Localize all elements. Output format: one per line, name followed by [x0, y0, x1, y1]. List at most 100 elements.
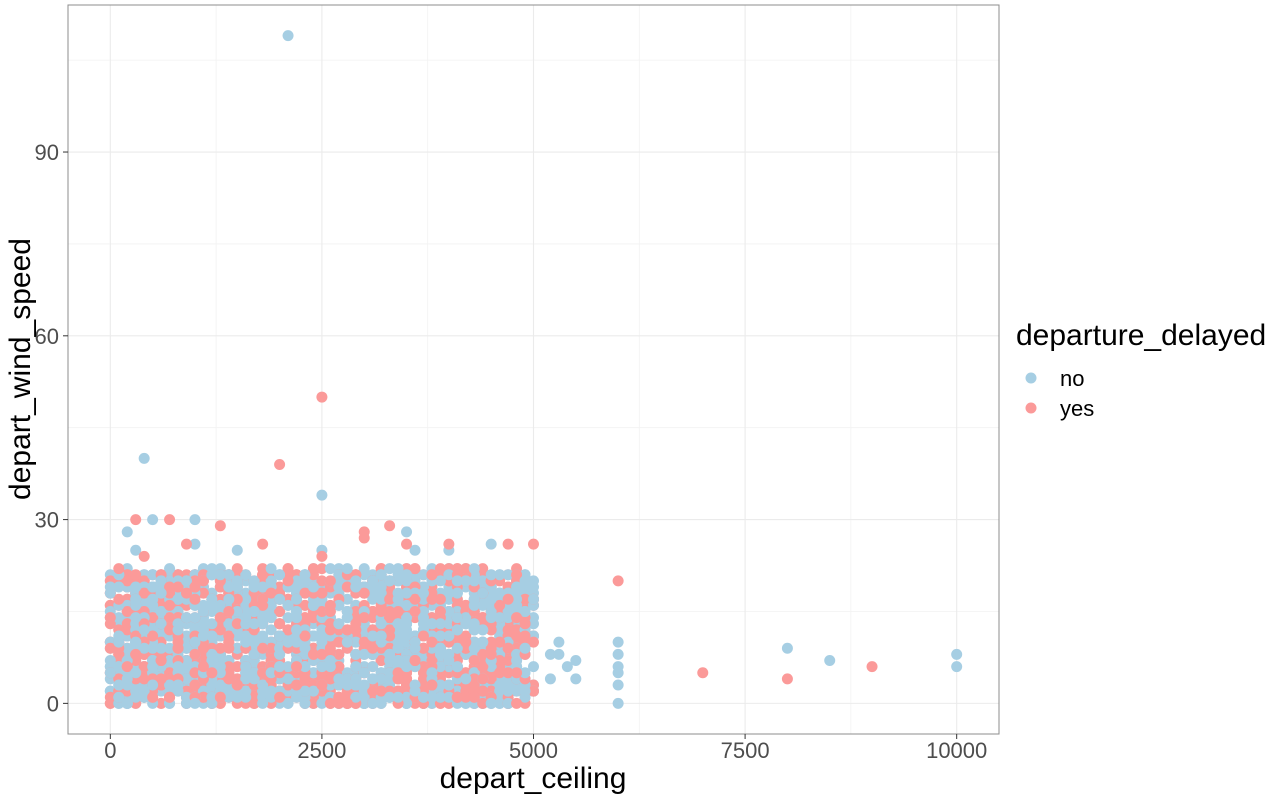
data-point-yes	[324, 575, 336, 587]
data-point-no	[468, 636, 480, 648]
data-point-yes	[511, 697, 523, 709]
data-point-no	[180, 630, 192, 642]
data-point-yes	[333, 648, 345, 660]
data-point-no	[358, 667, 370, 679]
data-point-yes	[189, 667, 201, 679]
data-point-yes	[307, 648, 319, 660]
data-point-yes	[324, 624, 336, 636]
data-point-no	[155, 642, 167, 654]
data-point-yes	[197, 587, 209, 599]
data-point-no	[451, 624, 463, 636]
data-point-no	[502, 685, 514, 697]
data-point-no	[248, 618, 260, 630]
data-point-no	[180, 575, 192, 587]
data-point-no	[468, 618, 480, 630]
data-point-no	[282, 599, 294, 611]
data-point-no	[231, 642, 243, 654]
data-point-no	[401, 636, 413, 648]
data-point-yes	[197, 661, 209, 673]
legend-key-no	[1025, 372, 1037, 384]
data-point-yes	[231, 618, 243, 630]
data-point-yes	[426, 587, 438, 599]
data-point-no	[291, 593, 303, 605]
data-point-yes	[384, 612, 396, 624]
data-point-no	[214, 599, 226, 611]
data-point-no	[104, 667, 116, 679]
data-point-no	[426, 691, 438, 703]
data-point-yes	[502, 642, 514, 654]
data-point-yes	[502, 624, 514, 636]
data-point-no	[781, 642, 793, 654]
data-point-yes	[138, 550, 150, 562]
data-point-yes	[426, 569, 438, 581]
data-point-no	[257, 630, 269, 642]
data-point-yes	[333, 661, 345, 673]
data-point-yes	[409, 605, 421, 617]
data-point-yes	[138, 587, 150, 599]
data-point-no	[316, 624, 328, 636]
data-point-yes	[197, 691, 209, 703]
data-point-no	[257, 697, 269, 709]
y-axis-title: depart_wind_speed	[4, 238, 37, 500]
y-tick-label: 0	[47, 691, 59, 716]
data-point-no	[274, 661, 286, 673]
data-point-yes	[231, 593, 243, 605]
data-point-no	[434, 618, 446, 630]
data-point-yes	[333, 636, 345, 648]
data-point-no	[147, 581, 159, 593]
data-point-no	[375, 673, 387, 685]
data-point-no	[570, 673, 582, 685]
data-point-yes	[189, 648, 201, 660]
data-point-no	[612, 667, 624, 679]
data-point-no	[223, 569, 235, 581]
data-point-no	[392, 654, 404, 666]
data-point-yes	[324, 605, 336, 617]
data-point-no	[274, 648, 286, 660]
data-point-no	[544, 648, 556, 660]
data-point-no	[443, 654, 455, 666]
data-point-yes	[197, 575, 209, 587]
data-point-yes	[180, 538, 192, 550]
data-point-no	[172, 661, 184, 673]
data-point-yes	[299, 587, 311, 599]
data-point-yes	[291, 661, 303, 673]
data-point-no	[401, 697, 413, 709]
data-point-yes	[248, 691, 260, 703]
data-point-no	[113, 679, 125, 691]
data-point-yes	[180, 587, 192, 599]
data-point-yes	[511, 667, 523, 679]
data-point-no	[401, 587, 413, 599]
data-point-no	[485, 538, 497, 550]
data-point-no	[138, 452, 150, 464]
data-point-no	[951, 661, 963, 673]
data-point-yes	[697, 667, 709, 679]
data-point-no	[180, 612, 192, 624]
data-point-no	[392, 618, 404, 630]
data-point-no	[477, 624, 489, 636]
data-point-yes	[164, 612, 176, 624]
data-point-no	[485, 697, 497, 709]
legend-key-yes	[1025, 402, 1037, 414]
data-point-no	[511, 581, 523, 593]
data-point-no	[460, 673, 472, 685]
data-point-no	[223, 581, 235, 593]
data-point-yes	[231, 661, 243, 673]
data-point-yes	[113, 593, 125, 605]
data-point-no	[189, 612, 201, 624]
data-point-no	[121, 526, 133, 538]
data-point-no	[155, 575, 167, 587]
data-point-yes	[121, 605, 133, 617]
data-point-yes	[375, 685, 387, 697]
data-point-no	[138, 642, 150, 654]
data-point-yes	[468, 691, 480, 703]
data-point-yes	[417, 642, 429, 654]
data-point-yes	[468, 673, 480, 685]
data-point-no	[180, 661, 192, 673]
data-point-no	[121, 642, 133, 654]
data-point-yes	[375, 605, 387, 617]
data-point-no	[282, 612, 294, 624]
data-point-no	[130, 581, 142, 593]
data-point-no	[528, 575, 539, 587]
